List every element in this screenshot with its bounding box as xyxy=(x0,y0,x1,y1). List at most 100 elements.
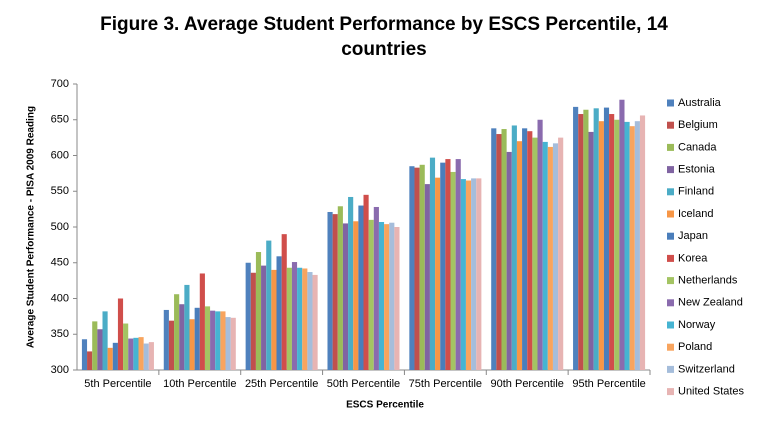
x-axis-title: ESCS Percentile xyxy=(346,400,424,411)
bar xyxy=(414,167,420,370)
bar xyxy=(168,320,175,370)
bar xyxy=(107,347,113,370)
bar xyxy=(112,342,118,370)
bar xyxy=(332,214,338,370)
bar xyxy=(220,311,226,370)
legend-swatch xyxy=(667,254,674,262)
bar xyxy=(527,131,533,370)
bar xyxy=(598,121,604,371)
legend-label: Australia xyxy=(678,97,722,109)
bar xyxy=(297,267,303,370)
legend-label: Belgium xyxy=(678,119,718,131)
bar xyxy=(215,311,221,370)
legend-swatch xyxy=(667,343,674,351)
bar xyxy=(624,121,630,371)
bar xyxy=(266,240,272,370)
x-tick-label: 90th Percentile xyxy=(491,378,564,390)
bar xyxy=(445,159,451,370)
y-tick-label: 600 xyxy=(51,149,69,161)
bar xyxy=(199,273,205,370)
bar xyxy=(465,180,472,370)
bar xyxy=(629,126,635,370)
legend-label: Canada xyxy=(678,141,717,153)
bar xyxy=(603,107,610,370)
bar xyxy=(102,311,108,370)
bar xyxy=(501,129,507,370)
x-tick-label: 10th Percentile xyxy=(163,378,236,390)
bar xyxy=(327,211,333,370)
bar xyxy=(471,178,477,370)
bar xyxy=(373,206,379,370)
legend-swatch xyxy=(667,210,674,218)
bar xyxy=(148,342,154,370)
bar xyxy=(97,329,103,370)
bar xyxy=(384,224,390,370)
bar xyxy=(286,267,292,370)
chart-title: Figure 3. Average Student Performance by… xyxy=(100,14,668,60)
bar xyxy=(537,119,543,370)
legend-label: Finland xyxy=(678,186,714,198)
bar xyxy=(312,274,318,370)
bar xyxy=(578,114,584,370)
bar xyxy=(573,106,579,370)
legend-label: Korea xyxy=(678,252,708,264)
bar xyxy=(210,310,216,370)
bar xyxy=(547,146,553,370)
bar xyxy=(353,221,359,370)
bar xyxy=(204,306,211,370)
legend-swatch xyxy=(667,232,674,240)
y-tick-label: 350 xyxy=(51,328,69,340)
legend-label: Switzerland xyxy=(678,363,735,375)
legend-label: Norway xyxy=(678,319,716,331)
bar xyxy=(419,164,425,370)
bar xyxy=(261,265,267,370)
bar xyxy=(496,134,502,370)
bar xyxy=(516,141,523,370)
bar xyxy=(363,194,369,370)
bar xyxy=(476,178,482,370)
legend-label: United States xyxy=(678,386,745,398)
x-tick-label: 75th Percentile xyxy=(409,378,482,390)
bar xyxy=(138,337,144,370)
bar xyxy=(276,256,282,370)
legend-swatch xyxy=(667,166,674,174)
bar xyxy=(128,338,134,370)
bar xyxy=(368,219,374,370)
bar xyxy=(506,151,512,370)
bar xyxy=(394,227,400,370)
bar xyxy=(619,99,625,370)
legend-swatch xyxy=(667,188,674,196)
y-tick-label: 450 xyxy=(51,257,69,269)
y-tick-label: 400 xyxy=(51,292,69,304)
bar xyxy=(593,108,599,370)
bar xyxy=(225,317,231,370)
bar xyxy=(522,128,528,370)
bar xyxy=(291,262,298,370)
bar xyxy=(143,343,149,370)
bar xyxy=(542,141,548,370)
bar xyxy=(588,131,594,370)
bar xyxy=(440,162,446,370)
legend-swatch xyxy=(667,299,674,307)
bar xyxy=(250,272,256,370)
bar xyxy=(558,137,564,370)
bar xyxy=(133,337,139,370)
bar xyxy=(81,339,88,370)
bar xyxy=(271,269,277,370)
bar xyxy=(189,319,195,370)
bar xyxy=(389,222,395,370)
bar xyxy=(614,119,620,370)
bar xyxy=(460,179,466,370)
x-tick-label: 50th Percentile xyxy=(327,378,400,390)
bar xyxy=(609,114,615,370)
legend-label: Netherlands xyxy=(678,275,738,287)
bar xyxy=(184,284,190,370)
legend-swatch xyxy=(667,365,674,373)
y-tick-label: 500 xyxy=(51,221,69,233)
bar xyxy=(92,321,98,370)
bar xyxy=(307,272,313,370)
bar xyxy=(230,317,236,370)
legend-swatch xyxy=(667,99,674,107)
legend-swatch xyxy=(667,321,674,329)
